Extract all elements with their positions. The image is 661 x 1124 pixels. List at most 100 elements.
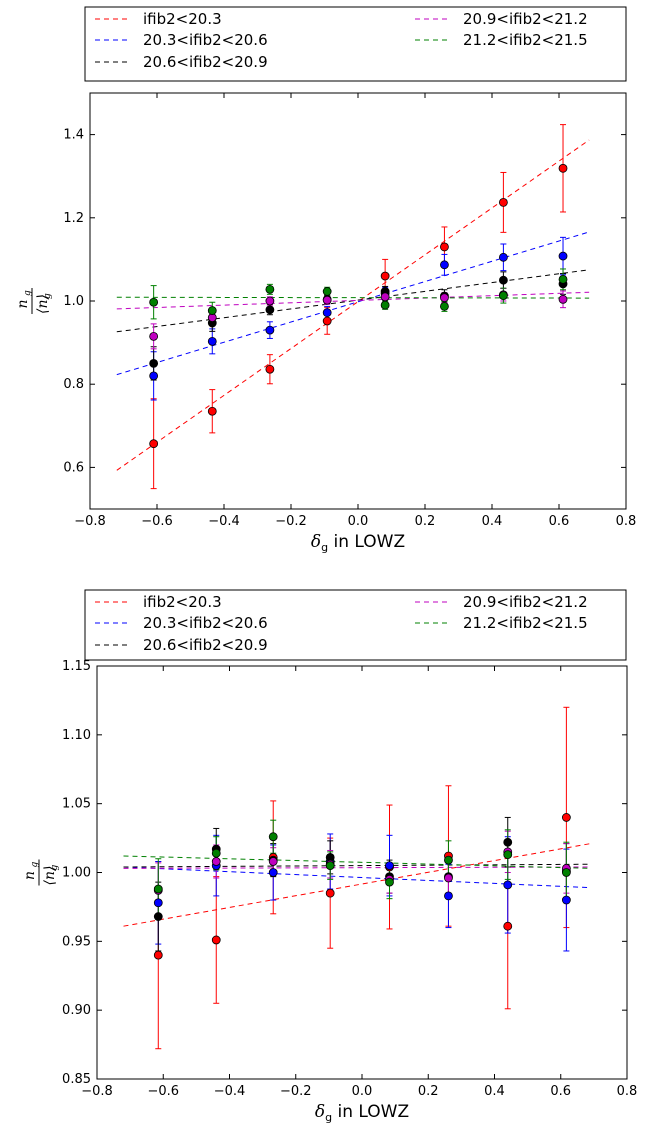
y-tick-label: 0.90 bbox=[62, 1003, 91, 1018]
legend-item: 20.3<ifib2<20.6 bbox=[95, 614, 268, 632]
data-point bbox=[211, 935, 221, 945]
x-tick-label: −0.4 bbox=[214, 1084, 246, 1099]
data-point bbox=[561, 895, 571, 905]
data-point bbox=[498, 198, 508, 207]
y-axis-denominator: ⟨n⟩ bbox=[35, 294, 51, 314]
series-markers bbox=[149, 274, 568, 315]
series-markers bbox=[149, 251, 568, 381]
data-point bbox=[561, 813, 571, 822]
data-point bbox=[322, 287, 332, 296]
legend-item: 20.9<ifib2<21.2 bbox=[415, 10, 588, 28]
x-tick-label: −0.6 bbox=[141, 514, 173, 529]
data-point bbox=[322, 308, 332, 318]
x-axis-symbol: δ bbox=[311, 532, 321, 552]
y-axis-label: ng⟨n⟩g bbox=[15, 288, 53, 314]
legend-label: 20.3<ifib2<20.6 bbox=[143, 31, 268, 49]
data-point bbox=[322, 316, 332, 326]
data-point bbox=[440, 302, 449, 311]
x-axis-subscript: g bbox=[325, 1111, 332, 1124]
x-axis-text: in LOWZ bbox=[328, 532, 405, 552]
y-tick-label: 0.95 bbox=[62, 934, 91, 949]
data-point bbox=[440, 293, 449, 303]
data-point bbox=[322, 295, 332, 305]
data-point bbox=[211, 857, 221, 866]
x-tick-label: 0.0 bbox=[348, 514, 369, 529]
y-axis-numerator: n bbox=[22, 871, 38, 880]
data-point bbox=[268, 857, 278, 866]
chart-panel-1: ifib2<20.3 20.3<ifib2<20.6 20.6<ifib2<20.9… bbox=[15, 6, 636, 554]
y-axis-numerator: n bbox=[15, 299, 31, 308]
data-point bbox=[444, 855, 453, 865]
data-point bbox=[153, 912, 163, 921]
fit-line bbox=[123, 855, 591, 869]
fit-line bbox=[123, 866, 591, 869]
y-tick-label: 1.2 bbox=[63, 211, 84, 226]
fit-line bbox=[116, 231, 590, 376]
data-point bbox=[325, 888, 335, 898]
y-tick-label: 1.00 bbox=[62, 866, 91, 881]
fit-lines bbox=[123, 843, 591, 927]
legend: ifib2<20.3 20.3<ifib2<20.6 20.6<ifib2<20.9… bbox=[84, 589, 627, 661]
x-tick-label: 0.2 bbox=[415, 514, 436, 529]
x-tick-label: 0.2 bbox=[418, 1084, 439, 1099]
data-point bbox=[149, 439, 159, 449]
data-point bbox=[558, 163, 568, 173]
data-point bbox=[558, 274, 568, 284]
y-tick-label: 0.85 bbox=[62, 1072, 91, 1087]
data-point bbox=[498, 291, 508, 300]
data-point bbox=[268, 832, 278, 842]
legend-label: 20.3<ifib2<20.6 bbox=[143, 614, 268, 632]
series-markers bbox=[153, 832, 571, 894]
data-point bbox=[149, 331, 159, 341]
y-tick-label: 1.05 bbox=[62, 797, 91, 812]
series-markers bbox=[149, 290, 568, 341]
legend-item: 20.6<ifib2<20.9 bbox=[95, 53, 268, 71]
data-point bbox=[149, 371, 159, 381]
legend-frame bbox=[84, 6, 627, 82]
data-point bbox=[503, 837, 513, 847]
legend-item: 20.6<ifib2<20.9 bbox=[95, 636, 268, 654]
fit-line bbox=[116, 139, 590, 471]
data-points bbox=[153, 706, 571, 1050]
data-point bbox=[498, 252, 508, 262]
data-point bbox=[503, 880, 513, 890]
fit-line bbox=[116, 291, 590, 310]
y-axis-numerator-sub: g bbox=[30, 862, 40, 868]
data-point bbox=[440, 260, 449, 270]
legend-item: ifib2<20.3 bbox=[95, 10, 222, 28]
legend-label: 21.2<ifib2<21.5 bbox=[463, 31, 588, 49]
data-point bbox=[380, 292, 390, 302]
x-tick-label: −0.8 bbox=[74, 514, 106, 529]
legend-label: 20.6<ifib2<20.9 bbox=[143, 53, 268, 71]
x-tick-label: −0.8 bbox=[81, 1084, 113, 1099]
x-tick-label: −0.2 bbox=[280, 1084, 312, 1099]
legend-label: 21.2<ifib2<21.5 bbox=[463, 614, 588, 632]
y-axis-denominator: ⟨n⟩ bbox=[42, 866, 58, 886]
y-tick-label: 1.0 bbox=[63, 294, 84, 309]
data-point bbox=[503, 850, 513, 860]
x-tick-label: −0.4 bbox=[208, 514, 240, 529]
data-point bbox=[444, 891, 453, 901]
data-point bbox=[211, 848, 221, 858]
x-tick-label: 0.6 bbox=[550, 1084, 571, 1099]
y-tick-label: 1.15 bbox=[62, 659, 91, 674]
x-axis-subscript: g bbox=[321, 541, 328, 554]
data-point bbox=[265, 305, 275, 315]
y-tick-label: 0.8 bbox=[63, 377, 84, 392]
data-point bbox=[561, 868, 571, 877]
data-point bbox=[207, 306, 217, 315]
fit-line bbox=[116, 296, 590, 299]
fit-line bbox=[123, 866, 591, 889]
data-point bbox=[265, 284, 275, 294]
legend-item: 20.3<ifib2<20.6 bbox=[95, 31, 268, 49]
legend-label: ifib2<20.3 bbox=[143, 593, 222, 611]
data-point bbox=[498, 275, 508, 285]
data-point bbox=[153, 898, 163, 908]
data-point bbox=[440, 242, 449, 252]
data-point bbox=[380, 300, 390, 310]
x-tick-label: 0.0 bbox=[352, 1084, 373, 1099]
legend-label: 20.9<ifib2<21.2 bbox=[463, 10, 588, 28]
legend-label: 20.6<ifib2<20.9 bbox=[143, 636, 268, 654]
data-point bbox=[149, 358, 159, 368]
